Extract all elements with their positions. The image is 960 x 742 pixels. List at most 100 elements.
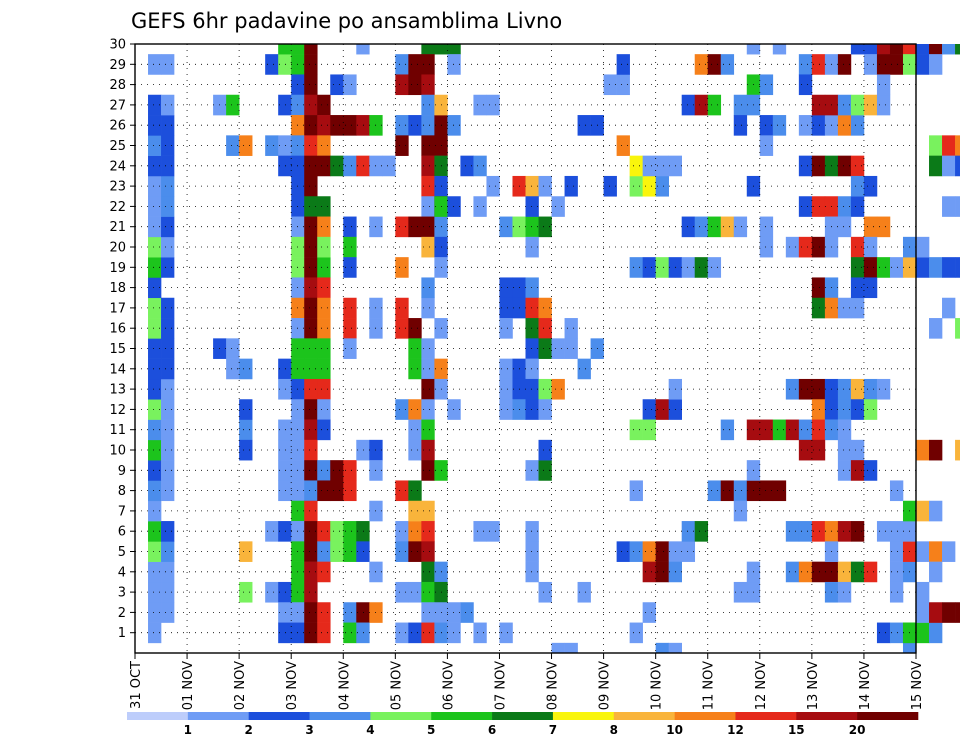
heatmap-cell [876,216,891,238]
heatmap-cell [161,521,175,542]
heatmap-cell [681,257,696,278]
heatmap-cell [837,460,852,481]
y-tick-label: 11 [109,423,126,438]
y-tick-label: 14 [109,362,126,377]
y-tick-label: 20 [109,241,126,256]
heatmap-cell [304,500,318,522]
heatmap-cell [395,480,409,502]
heatmap-cell [408,358,422,380]
y-tick-label: 18 [109,281,126,296]
heatmap-cell [317,378,331,400]
heatmap-cell [577,358,591,380]
heatmap-cell [161,541,175,562]
colorbar-swatch [248,712,310,720]
heatmap-cell [278,135,292,156]
heatmap-cell [733,581,748,603]
heatmap-cell [889,44,904,55]
heatmap-cell [955,135,960,156]
heatmap-cell [343,216,357,238]
colorbar-swatch [309,712,371,720]
heatmap-cell [942,602,956,623]
heatmap-cell [408,439,422,461]
heatmap-cell [850,155,865,177]
heatmap-cell [317,318,331,339]
heatmap-cell [395,541,409,562]
heatmap-cell [811,419,826,441]
x-tick-label: 06 NOV [441,661,456,710]
y-tick-label: 9 [118,464,126,479]
y-tick-label: 22 [109,200,126,215]
heatmap-cell [642,257,656,278]
heatmap-cell [577,115,591,136]
heatmap-cell [759,74,774,96]
heatmap-cell [148,277,162,299]
heatmap-cell [863,561,878,583]
heatmap-cell [681,521,696,542]
heatmap-cell [473,155,487,177]
heatmap-cell [668,642,682,654]
x-tick-label: 05 NOV [389,661,404,710]
heatmap-cell [499,399,513,420]
heatmap-cell [239,399,253,420]
heatmap-cell [798,196,813,217]
heatmap-cell [902,642,917,654]
heatmap-cell [889,581,904,603]
heatmap-cell [343,257,357,278]
heatmap-cell [343,460,357,481]
heatmap-cell [148,581,162,603]
heatmap-cell [317,561,331,583]
heatmap-cell [916,44,930,55]
y-tick-label: 29 [109,58,126,73]
heatmap-cell [226,135,240,156]
heatmap-cell [655,642,669,654]
heatmap-cell [330,155,344,177]
heatmap-cell [629,257,643,278]
heatmap-cell [499,277,513,299]
heatmap-cell [408,54,422,75]
heatmap-cell [317,135,331,156]
heatmap-cell [720,54,735,75]
heatmap-cell [955,439,960,461]
colorbar-swatch [613,712,675,720]
heatmap-cell [395,74,409,96]
y-tick-label: 16 [109,322,126,337]
heatmap-cell [955,44,960,55]
heatmap-cell [148,318,162,339]
heatmap-cell [850,196,865,217]
x-tick-label: 03 NOV [285,661,300,710]
heatmap-cell [421,44,435,55]
heatmap-cell [837,439,852,461]
y-tick-label: 23 [109,180,126,195]
heatmap-cell [629,419,643,441]
heatmap-cell [811,439,826,461]
heatmap-cell [876,622,891,644]
y-tick-label: 5 [118,545,126,560]
heatmap-cell [525,216,539,238]
heatmap-cell [720,216,735,238]
heatmap-cell [876,257,891,278]
heatmap-cell [720,419,735,441]
heatmap-cell [785,561,800,583]
heatmap-cell [499,318,513,339]
y-tick-label: 25 [109,139,126,154]
heatmap-cell [447,399,461,420]
heatmap-cell [889,541,904,562]
heatmap-cell [343,155,357,177]
heatmap-cell [356,44,370,55]
heatmap-cell [694,216,709,238]
heatmap-cell [616,135,630,156]
heatmap-cell [798,54,813,75]
heatmap-cell [304,44,318,55]
heatmap-cell [408,521,422,542]
heatmap-cell [876,54,891,75]
heatmap-cell [421,358,435,380]
heatmap-cell [408,115,422,136]
heatmap-cell [434,44,448,55]
heatmap-cell [317,358,331,380]
heatmap-cell [304,135,318,156]
heatmap-cell [304,94,318,116]
heatmap-cell [395,581,409,603]
heatmap-cell [317,94,331,116]
heatmap-cell [942,155,956,177]
heatmap-cell [850,175,865,197]
